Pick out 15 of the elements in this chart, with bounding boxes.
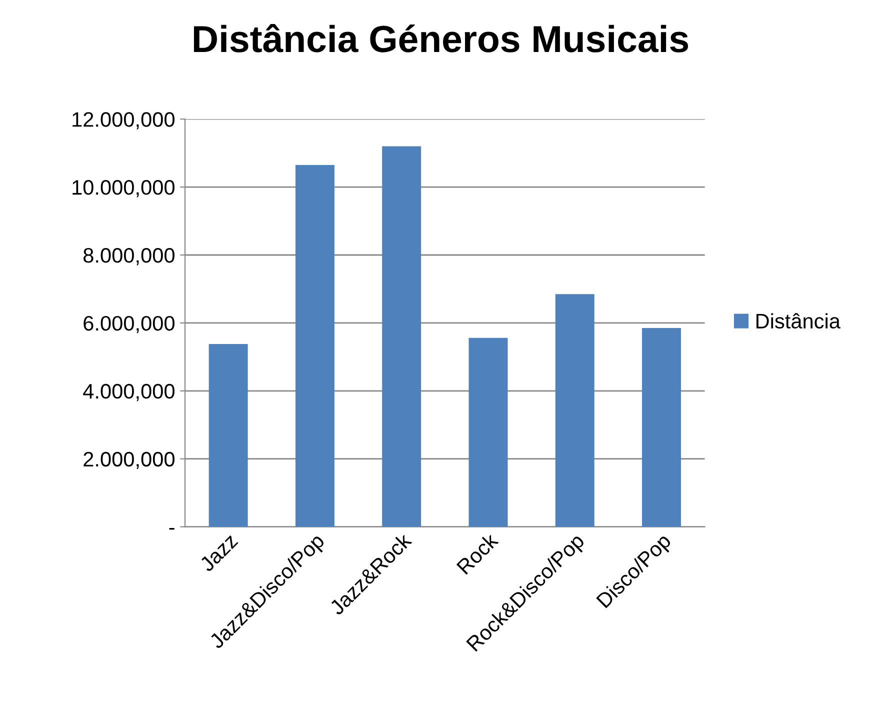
- bar: [382, 146, 422, 527]
- bar: [295, 164, 334, 527]
- y-tick-label: 8.000,000: [84, 248, 174, 266]
- chart-title: Distância Géneros Musicais: [194, 24, 688, 52]
- y-tick-label: 4.000,000: [83, 384, 174, 402]
- legend-label: Distância: [756, 313, 840, 329]
- bar: [468, 338, 508, 527]
- y-tick-label: 2.000,000: [84, 452, 174, 470]
- bar: [555, 294, 594, 527]
- bar: [208, 344, 248, 527]
- y-tick-label: 6.000,000: [84, 316, 174, 334]
- y-tick-label: -: [169, 528, 174, 530]
- y-tick-label: 12.000,000: [72, 112, 174, 130]
- bar: [642, 328, 681, 527]
- y-tick-label: 10.000,000: [72, 180, 174, 198]
